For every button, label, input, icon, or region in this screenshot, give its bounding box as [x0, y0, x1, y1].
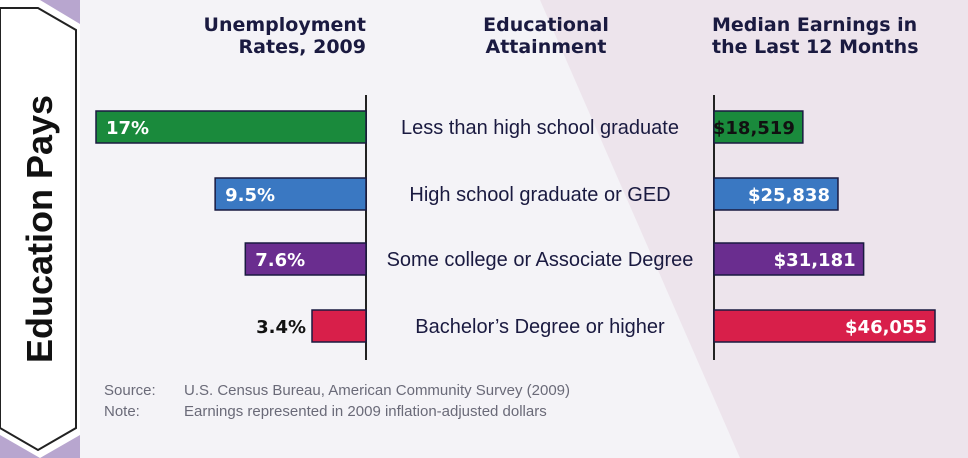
earnings-value-label: $31,181	[774, 250, 856, 271]
earnings-bar	[713, 177, 839, 211]
unemployment-value-label: 9.5%	[225, 185, 275, 206]
header-unemployment: Unemployment Rates, 2009	[170, 14, 366, 58]
earnings-value-label: $25,838	[748, 185, 830, 206]
header-education: Educational Attainment	[396, 14, 696, 58]
category-label: Some college or Associate Degree	[387, 249, 694, 271]
unemployment-bar	[95, 110, 367, 144]
header-unemployment-line1: Unemployment	[203, 14, 366, 36]
note-line: Note: Earnings represented in 2009 inflat…	[104, 401, 570, 422]
note-text: Earnings represented in 2009 inflation-a…	[184, 403, 547, 420]
header-earnings: Median Earnings in the Last 12 Months	[712, 14, 952, 58]
earnings-bar	[713, 110, 804, 144]
earnings-bar	[713, 309, 936, 343]
unemployment-bar	[244, 242, 367, 276]
source-text: U.S. Census Bureau, American Community S…	[184, 382, 570, 399]
unemployment-value-label: 7.6%	[255, 250, 305, 271]
source-line: Source: U.S. Census Bureau, American Comm…	[104, 380, 570, 401]
header-earnings-line2: the Last 12 Months	[712, 36, 919, 58]
footer-notes: Source: U.S. Census Bureau, American Comm…	[104, 380, 570, 422]
unemployment-value-label: 3.4%	[256, 317, 306, 338]
header-earnings-line1: Median Earnings in	[712, 14, 918, 36]
header-unemployment-line2: Rates, 2009	[238, 36, 366, 58]
earnings-bar	[713, 242, 865, 276]
earnings-value-label: $46,055	[845, 317, 927, 338]
category-label: High school graduate or GED	[409, 184, 670, 206]
category-label: Bachelor’s Degree or higher	[415, 316, 665, 338]
unemployment-value-label: 17%	[106, 118, 149, 139]
unemployment-bar	[311, 309, 367, 343]
unemployment-bar	[214, 177, 367, 211]
header-education-line2: Attainment	[485, 36, 607, 58]
note-label: Note:	[104, 403, 140, 420]
earnings-value-label: $18,519	[713, 118, 795, 139]
category-label: Less than high school graduate	[401, 117, 679, 139]
source-label: Source:	[104, 382, 156, 399]
header-education-line1: Educational	[483, 14, 609, 36]
